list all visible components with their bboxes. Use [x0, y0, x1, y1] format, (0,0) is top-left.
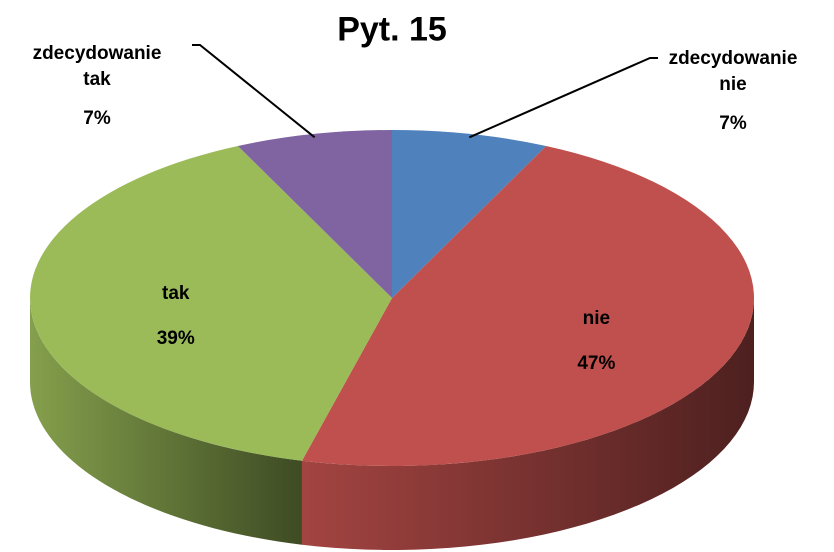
- slice: [301, 145, 755, 467]
- slice: [392, 130, 547, 298]
- slice-value: 47%: [577, 353, 616, 375]
- slice-label: nie: [582, 308, 611, 330]
- slice-side: [30, 298, 302, 545]
- slice-label: zdecydowanie nie: [668, 48, 798, 95]
- chart-title: Pyt. 15: [337, 10, 447, 49]
- slice-side: [301, 298, 754, 550]
- leader-line: [468, 57, 658, 139]
- slice-value: 39%: [156, 328, 195, 350]
- slice-label: tak: [162, 283, 190, 305]
- slice-label: zdecydowanie tak: [32, 43, 162, 90]
- slice: [29, 145, 393, 461]
- slice: [237, 130, 392, 298]
- slice-value: 7%: [83, 108, 111, 129]
- leader-line: [192, 44, 316, 139]
- slice-value: 7%: [719, 113, 747, 134]
